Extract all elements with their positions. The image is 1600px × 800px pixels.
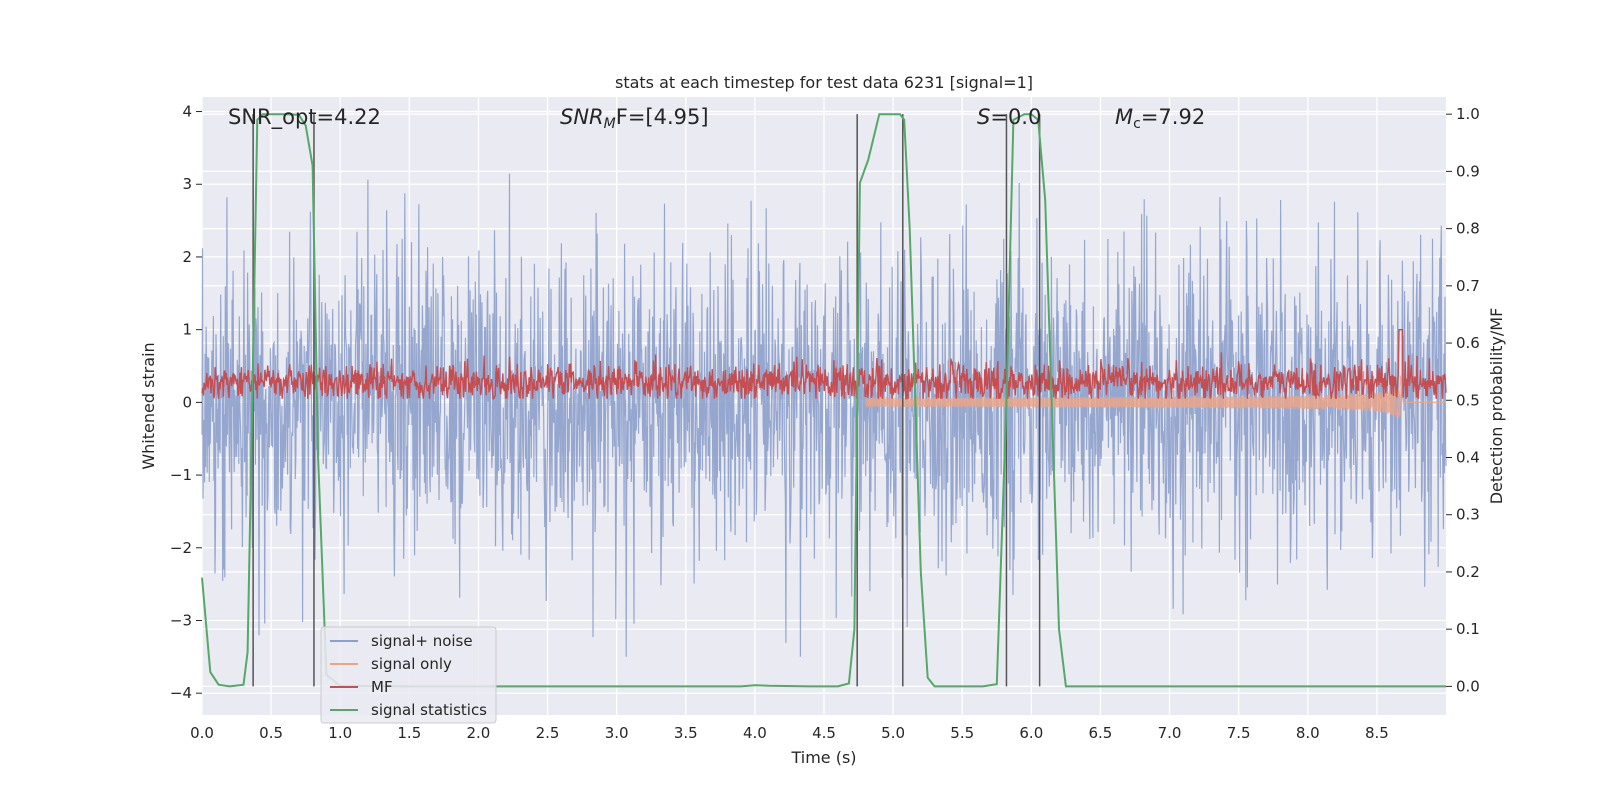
x-tick-label: 6.0 <box>1019 724 1043 742</box>
x-tick-label: 3.5 <box>674 724 698 742</box>
y-right-tick-labels: 0.0 0.1 0.2 0.3 0.4 0.5 0.6 0.7 0.8 0.9 1.0 <box>1446 105 1480 695</box>
y-left-axis-label: Whitened strain <box>139 342 158 469</box>
x-tick-label: 7.5 <box>1227 724 1251 742</box>
y-right-tick-label: 0.4 <box>1456 449 1480 467</box>
y-left-tick-labels: −4 −3 −2 −1 0 1 2 3 4 <box>170 103 202 702</box>
y-left-tick-label: −4 <box>170 684 192 702</box>
y-right-tick-label: 0.0 <box>1456 677 1480 695</box>
legend: signal+ noise signal only MF signal statist… <box>320 626 497 724</box>
signal-plus-noise-series <box>201 173 1447 657</box>
grid <box>201 97 1446 715</box>
s-main: S <box>977 105 990 129</box>
y-right-tick-label: 0.9 <box>1456 162 1480 180</box>
x-tick-label: 7.0 <box>1158 724 1182 742</box>
x-tick-labels: 0.0 0.5 1.0 1.5 2.0 2.5 3.0 3.5 4.0 4.5 5.0 5.5 6.0 6… <box>190 724 1389 742</box>
y-right-tick-label: 0.6 <box>1456 334 1480 352</box>
legend-label: signal+ noise <box>371 632 473 650</box>
x-tick-label: 8.5 <box>1365 724 1389 742</box>
y-right-tick-label: 0.3 <box>1456 506 1480 524</box>
y-right-tick-label: 0.7 <box>1456 277 1480 295</box>
s-annotation: S=0.0 <box>977 105 1041 129</box>
signal-only-line <box>864 375 1446 418</box>
snr-opt-annotation: SNR_opt=4.22 <box>228 105 381 130</box>
snr-mf-annotation: SNRMF=[4.95] <box>560 105 709 132</box>
x-tick-label: 0.0 <box>190 724 214 742</box>
x-tick-label: 2.5 <box>536 724 560 742</box>
x-tick-label: 1.5 <box>397 724 421 742</box>
y-left-tick-label: 0 <box>182 393 192 411</box>
x-tick-label: 5.0 <box>881 724 905 742</box>
mf-line <box>201 329 1447 400</box>
y-left-tick-label: 1 <box>182 321 192 339</box>
snr-mf-main: SNR <box>560 105 604 129</box>
snr-mf-sub: M <box>604 116 616 132</box>
x-tick-label: 1.0 <box>328 724 352 742</box>
y-right-tick-label: 0.8 <box>1456 220 1480 238</box>
y-right-axis-label: Detection probability/MF <box>1487 308 1506 505</box>
y-right-tick-label: 0.5 <box>1456 391 1480 409</box>
y-left-tick-label: 2 <box>182 248 192 266</box>
legend-label: signal only <box>371 655 452 673</box>
legend-label: signal statistics <box>371 701 487 719</box>
legend-label: MF <box>371 678 393 696</box>
x-tick-label: 4.0 <box>743 724 767 742</box>
legend-box <box>320 626 497 724</box>
x-axis-label: Time (s) <box>790 748 856 767</box>
signal-only-series <box>864 375 1446 418</box>
y-left-tick-label: −1 <box>170 466 192 484</box>
mc-sub: c <box>1133 116 1141 132</box>
y-right-tick-label: 0.2 <box>1456 563 1480 581</box>
x-tick-label: 8.0 <box>1296 724 1320 742</box>
y-left-tick-label: 4 <box>182 103 192 121</box>
signal-statistics-line <box>201 113 1446 688</box>
x-tick-label: 0.5 <box>259 724 283 742</box>
y-right-tick-label: 0.1 <box>1456 620 1480 638</box>
y-left-tick-label: 3 <box>182 175 192 193</box>
snr-mf-rest: F=[4.95] <box>616 105 709 129</box>
x-tick-label: 3.0 <box>605 724 629 742</box>
x-tick-label: 4.5 <box>812 724 836 742</box>
s-rest: =0.0 <box>990 105 1041 129</box>
mf-series <box>201 329 1447 400</box>
chart-title: stats at each timestep for test data 623… <box>615 73 1033 92</box>
x-tick-label: 5.5 <box>950 724 974 742</box>
x-tick-label: 2.0 <box>467 724 491 742</box>
signal-plus-noise-line <box>201 173 1447 657</box>
mc-main: M <box>1115 105 1133 129</box>
mc-rest: =7.92 <box>1141 105 1205 129</box>
x-tick-label: 6.5 <box>1089 724 1113 742</box>
y-left-tick-label: −2 <box>170 539 192 557</box>
mc-annotation: Mc=7.92 <box>1115 105 1205 132</box>
y-left-tick-label: −3 <box>170 611 192 629</box>
y-right-tick-label: 1.0 <box>1456 105 1480 123</box>
signal-statistics-series <box>201 113 1446 688</box>
